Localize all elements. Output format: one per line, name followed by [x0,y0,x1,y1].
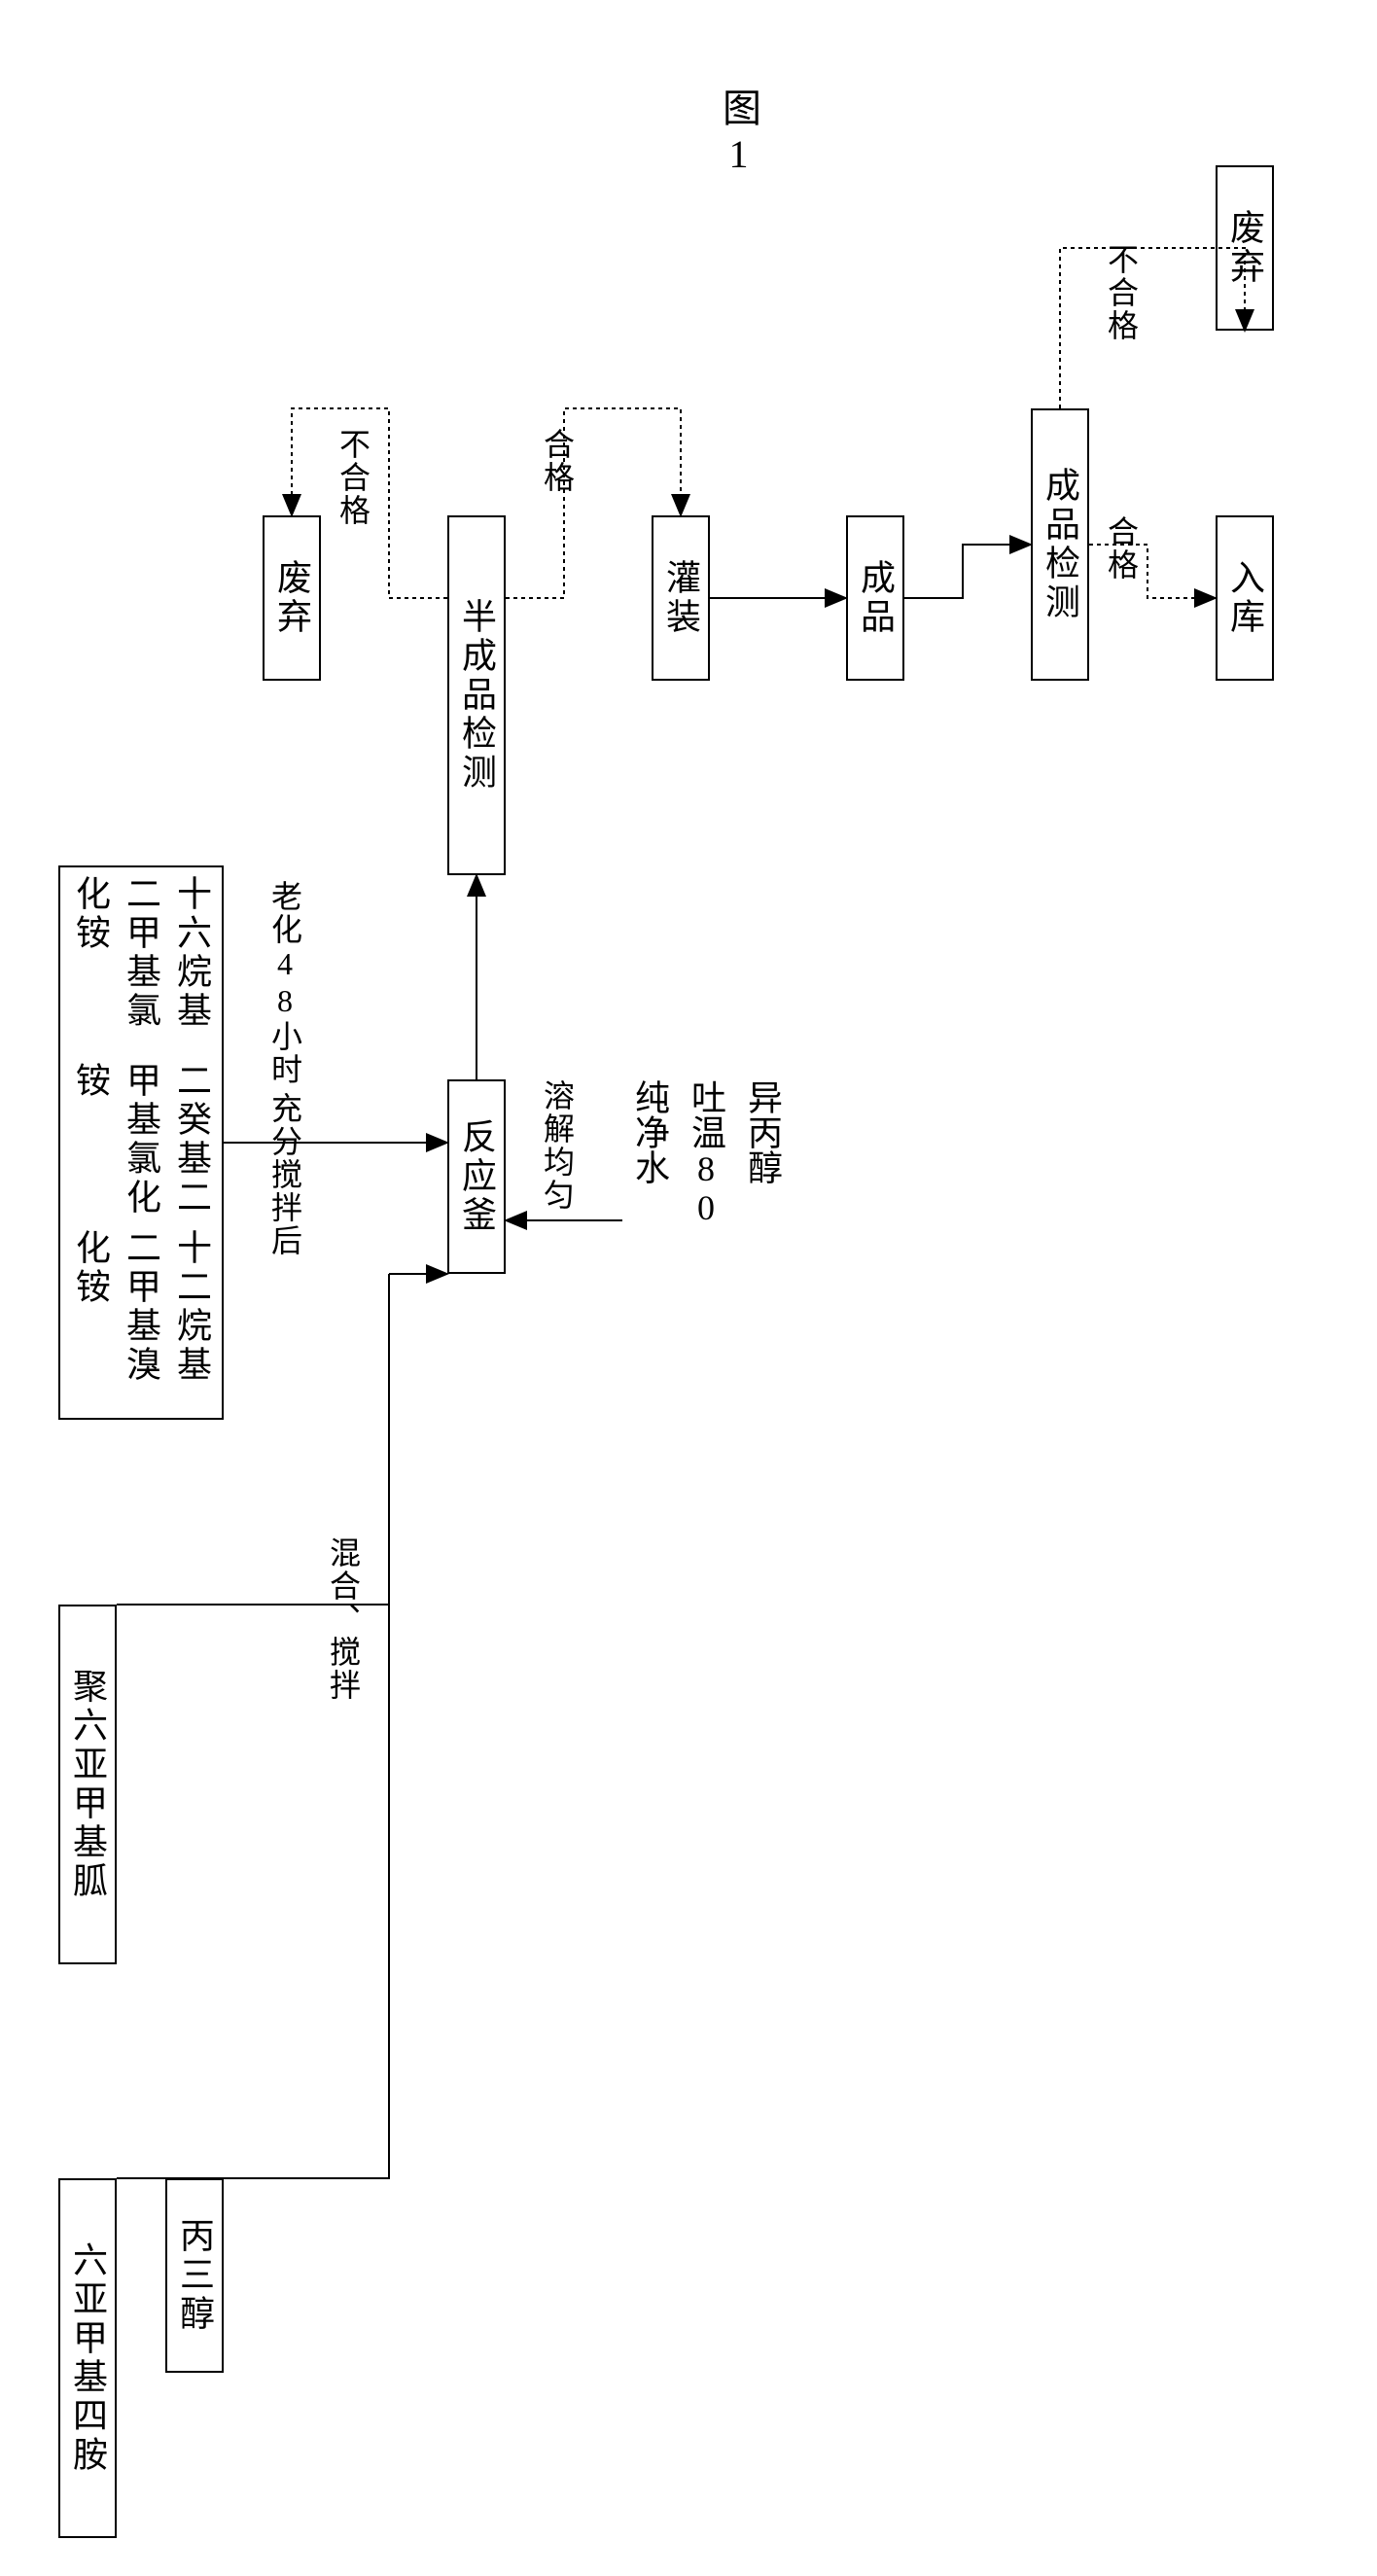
label-fail2: 不合格 [1099,243,1144,342]
fs-line-1: 充分搅拌后 [263,1092,307,1257]
node-filling: 灌装 [652,515,710,681]
label-pass1: 合格 [535,428,580,494]
node-discard1: 废弃 [263,515,321,681]
figure-caption: 图1 [710,88,766,182]
fs-line-2: 老化48小时 [263,880,307,1086]
solv-line-3: 纯净水 [624,1079,675,1227]
solv-line-2: 吐温80 [681,1079,731,1227]
label-pass2: 合格 [1099,515,1144,582]
qa-line-2: 二癸基二甲基氯化铵 [65,1062,217,1224]
label-mix-stir: 混合、搅拌 [321,1536,366,1702]
node-final-inspection: 成品检测 [1031,408,1089,681]
node-polyhexamethyleneguanidine: 聚六亚甲基胍 [58,1605,117,1964]
node-finished: 成品 [846,515,904,681]
label-dissolve: 溶解均匀 [535,1079,580,1212]
node-glycerol: 丙三醇 [165,2178,224,2373]
qa-line-1: 十二烷基二甲基溴化铵 [65,1229,217,1410]
label-fully-stirred: 充分搅拌后 老化48小时 [263,880,307,1257]
label-fail1: 不合格 [331,428,375,527]
node-solvents: 异丙醇 吐温80 纯净水 [622,1079,788,1361]
qa-line-3: 十六烷基二甲基氯化铵 [65,875,217,1056]
node-quaternary-ammonium: 十二烷基二甲基溴化铵 二癸基二甲基氯化铵 十六烷基二甲基氯化铵 [58,865,224,1420]
solv-line-1: 异丙醇 [737,1079,788,1227]
node-semi-inspection: 半成品检测 [447,515,506,875]
node-discard2: 废弃 [1216,165,1274,331]
node-warehouse: 入库 [1216,515,1274,681]
node-hexamethylenetetramine: 六亚甲基四胺 [58,2178,117,2538]
node-reactor: 反应釜 [447,1079,506,1274]
